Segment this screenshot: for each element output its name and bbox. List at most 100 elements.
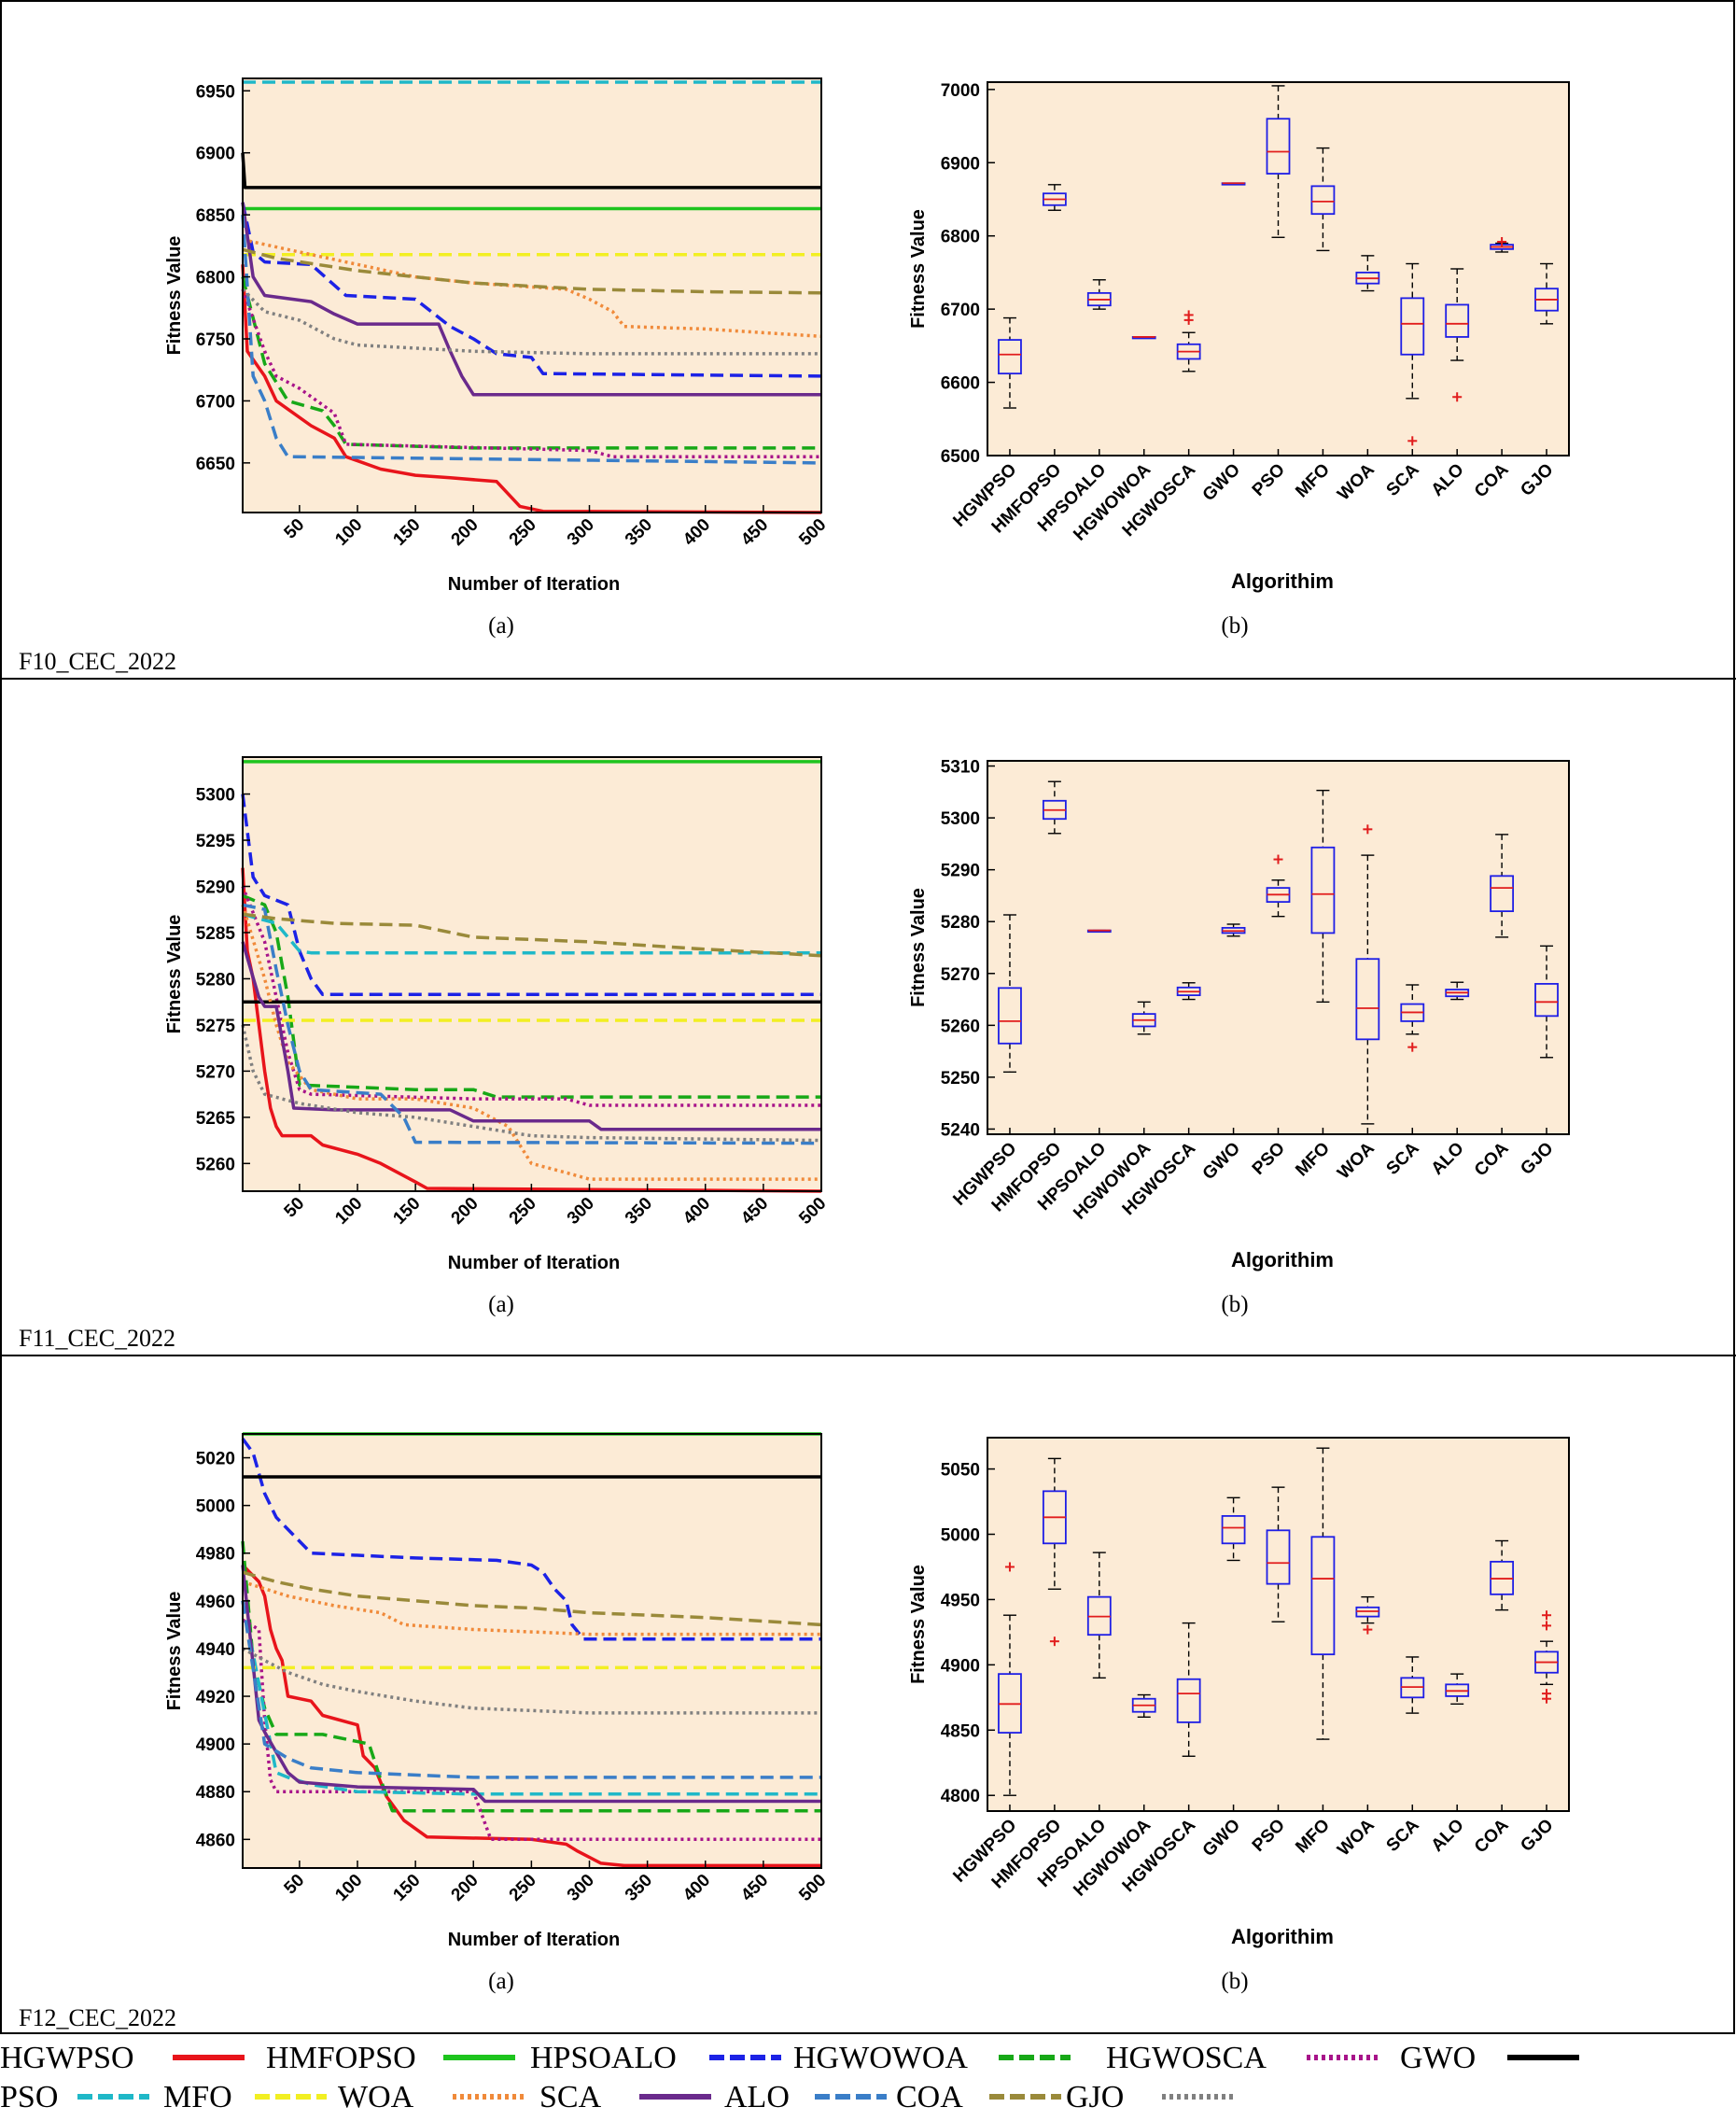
panel-label-a: (a): [488, 1969, 514, 1994]
box-gwo: [1221, 182, 1246, 186]
box-iqr: [1400, 297, 1425, 356]
box-outlier: [1542, 1693, 1552, 1704]
x-tick-label: WOA: [1334, 459, 1379, 504]
panel-label-b: (b): [1221, 1292, 1248, 1317]
convergence-chart: 4860 4880 4900 4920 4940 4960 4980 5000 5020 50 10…: [164, 1432, 831, 1950]
series-line-hgwpso: [241, 867, 822, 1193]
series-line-pso: [242, 912, 821, 955]
y-tick-label: 5300: [941, 809, 980, 829]
legend-item-hpsoalo: HPSOALO: [530, 2041, 781, 2075]
legend-item-alo: ALO: [724, 2080, 887, 2114]
y-tick-label: 4960: [196, 1593, 235, 1612]
legend-item-gwo: GWO: [1400, 2041, 1579, 2075]
x-tick-label: GJO: [1517, 1816, 1557, 1856]
series-line-hgwosca: [241, 885, 821, 1107]
y-tick-label: 5260: [941, 1017, 980, 1036]
box-coa: [1490, 834, 1515, 938]
legend-label: SCA: [539, 2080, 602, 2114]
figure-border: [0, 0, 1735, 2034]
series-line-alo: [242, 903, 822, 1145]
box-hmfopso: [1042, 1457, 1067, 1647]
figure-rows: 6650 6700 6750 6800 6850 6900 6950 50 100 150 200 2…: [19, 77, 1570, 2031]
y-tick-label: 4900: [941, 1656, 980, 1676]
x-tick-label: 350: [622, 1194, 656, 1229]
y-tick-label: 6800: [941, 228, 980, 247]
box-iqr: [1176, 1678, 1201, 1723]
box-coa: [1490, 1539, 1515, 1611]
legend-item-hmfopso: HMFOPSO: [266, 2041, 515, 2075]
x-tick-label: 300: [564, 515, 598, 550]
x-tick-label: PSO: [1249, 1139, 1289, 1179]
box-hpsoalo: [1086, 1552, 1112, 1679]
box-outlier: [1497, 236, 1507, 246]
x-tick-label: 450: [737, 1194, 772, 1229]
y-tick-label: 4920: [196, 1688, 235, 1707]
x-tick-label: 400: [679, 515, 714, 550]
row-f12: 4860 4880 4900 4920 4940 4960 4980 5000 5020 50 10…: [19, 1432, 1570, 2031]
x-axis-label: Number of Iteration: [448, 574, 620, 595]
y-tick-label: 6850: [196, 206, 235, 226]
legend-item-sca: SCA: [539, 2080, 711, 2114]
box-gwo: [1221, 1496, 1246, 1562]
y-tick-label: 5020: [196, 1450, 235, 1469]
x-tick-label: 300: [564, 1871, 598, 1905]
box-iqr: [1310, 1536, 1336, 1656]
y-tick-label: 6950: [196, 82, 235, 102]
series-line-woa: [242, 1580, 821, 1636]
y-tick-label: 6650: [196, 455, 235, 474]
box-outlier: [1363, 1624, 1373, 1635]
y-tick-label: 4980: [196, 1545, 235, 1565]
x-tick-label: WOA: [1334, 1815, 1379, 1860]
convergence-chart: 6650 6700 6750 6800 6850 6900 6950 50 100 150 200 2…: [164, 77, 831, 595]
legend-item-pso: PSO: [0, 2080, 149, 2114]
x-tick-label: 100: [331, 515, 366, 550]
box-iqr: [1310, 846, 1336, 934]
x-tick-label: COA: [1471, 1815, 1513, 1857]
plot-area: [243, 78, 821, 513]
x-tick-label: 200: [448, 515, 483, 550]
panel-label-b: (b): [1221, 613, 1248, 639]
x-tick-label: 400: [679, 1871, 714, 1905]
row-f10: 6650 6700 6750 6800 6850 6900 6950 50 100 150 200 2…: [19, 77, 1570, 675]
box-iqr: [1310, 185, 1336, 216]
box-alo: [1445, 1673, 1470, 1706]
y-tick-label: 4880: [196, 1783, 235, 1803]
x-tick-label: GWO: [1199, 1139, 1244, 1184]
legend: HGWPSO HMFOPSO HPSOALO HGWOWOA HGWOSCA GWO PSO…: [0, 2041, 1579, 2114]
x-tick-label: GWO: [1199, 460, 1244, 505]
legend-item-woa: WOA: [338, 2080, 525, 2114]
box-hgwowoa: [1131, 1693, 1156, 1719]
y-tick-label: 5270: [941, 965, 980, 985]
box-woa: [1355, 1595, 1380, 1635]
y-tick-label: 5275: [196, 1017, 236, 1036]
box-woa: [1355, 824, 1380, 1125]
x-tick-label: 250: [506, 515, 540, 550]
x-tick-label: 200: [448, 1871, 483, 1905]
x-tick-label: 350: [622, 1871, 656, 1905]
box-hgwpso: [998, 1562, 1022, 1796]
x-tick-label: 500: [795, 1871, 830, 1905]
y-tick-label: 5260: [196, 1155, 235, 1174]
convergence-chart: 5260 5265 5270 5275 5280 5285 5290 5295 5300 50 10…: [164, 756, 831, 1273]
box-hgwpso: [998, 914, 1022, 1074]
y-tick-label: 4800: [941, 1787, 980, 1806]
plot-border: [987, 1437, 1570, 1812]
box-sca: [1400, 984, 1425, 1052]
x-tick-label: GJO: [1517, 460, 1557, 500]
x-tick-label: 50: [281, 515, 309, 543]
box-sca: [1400, 262, 1425, 446]
x-tick-label: WOA: [1334, 1138, 1379, 1183]
x-tick-label: 500: [795, 515, 830, 550]
legend-item-hgwosca: HGWOSCA: [1106, 2041, 1379, 2075]
series-line-coa: [242, 247, 822, 295]
x-tick-label: 300: [564, 1194, 598, 1229]
x-tick-label: 100: [331, 1194, 366, 1229]
plot-border: [987, 760, 1570, 1135]
y-tick-label: 5240: [941, 1120, 980, 1140]
y-axis-label: Fitness Value: [164, 1592, 185, 1711]
series-line-hpsoalo: [241, 1438, 821, 1641]
y-tick-label: 5250: [941, 1069, 980, 1089]
box-woa: [1355, 255, 1380, 292]
